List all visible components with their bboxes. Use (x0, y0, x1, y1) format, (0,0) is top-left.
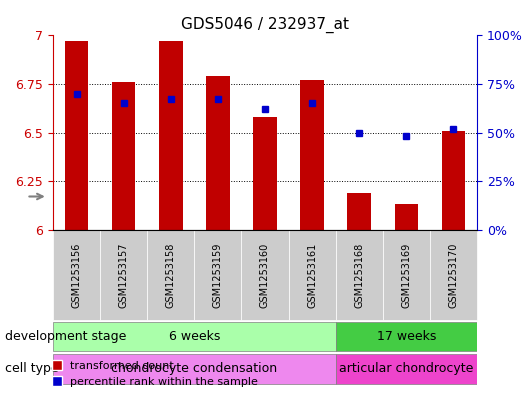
FancyBboxPatch shape (335, 322, 477, 351)
Text: GSM1253156: GSM1253156 (72, 242, 82, 308)
Bar (159, 41, 182, 230)
Bar (348, 193, 371, 230)
Text: GSM1253157: GSM1253157 (119, 242, 129, 308)
FancyBboxPatch shape (195, 230, 242, 320)
Text: GSM1253158: GSM1253158 (166, 242, 176, 308)
Text: GSM1253159: GSM1253159 (213, 242, 223, 308)
Text: articular chondrocyte: articular chondrocyte (339, 362, 473, 375)
FancyBboxPatch shape (430, 230, 477, 320)
Text: GSM1253160: GSM1253160 (260, 242, 270, 308)
FancyBboxPatch shape (335, 354, 477, 384)
Text: development stage: development stage (5, 330, 127, 343)
Bar (301, 80, 324, 230)
Bar (112, 82, 136, 230)
Text: GSM1253168: GSM1253168 (354, 242, 364, 308)
Bar (394, 204, 418, 230)
Bar (441, 130, 465, 230)
Legend: transformed count, percentile rank within the sample: transformed count, percentile rank withi… (48, 357, 262, 391)
FancyBboxPatch shape (383, 230, 430, 320)
FancyBboxPatch shape (242, 230, 288, 320)
Text: 6 weeks: 6 weeks (169, 330, 220, 343)
Text: chondrocyte condensation: chondrocyte condensation (111, 362, 277, 375)
Text: GSM1253161: GSM1253161 (307, 242, 317, 308)
Title: GDS5046 / 232937_at: GDS5046 / 232937_at (181, 17, 349, 33)
Text: GSM1253170: GSM1253170 (448, 242, 458, 308)
FancyBboxPatch shape (53, 322, 335, 351)
FancyBboxPatch shape (53, 354, 335, 384)
FancyBboxPatch shape (100, 230, 147, 320)
FancyBboxPatch shape (335, 230, 383, 320)
Bar (253, 117, 277, 230)
Bar (206, 76, 229, 230)
FancyBboxPatch shape (147, 230, 195, 320)
FancyBboxPatch shape (288, 230, 335, 320)
Text: cell type: cell type (5, 362, 59, 375)
FancyBboxPatch shape (53, 230, 100, 320)
Bar (65, 41, 89, 230)
Text: GSM1253169: GSM1253169 (401, 242, 411, 308)
Text: 17 weeks: 17 weeks (377, 330, 436, 343)
